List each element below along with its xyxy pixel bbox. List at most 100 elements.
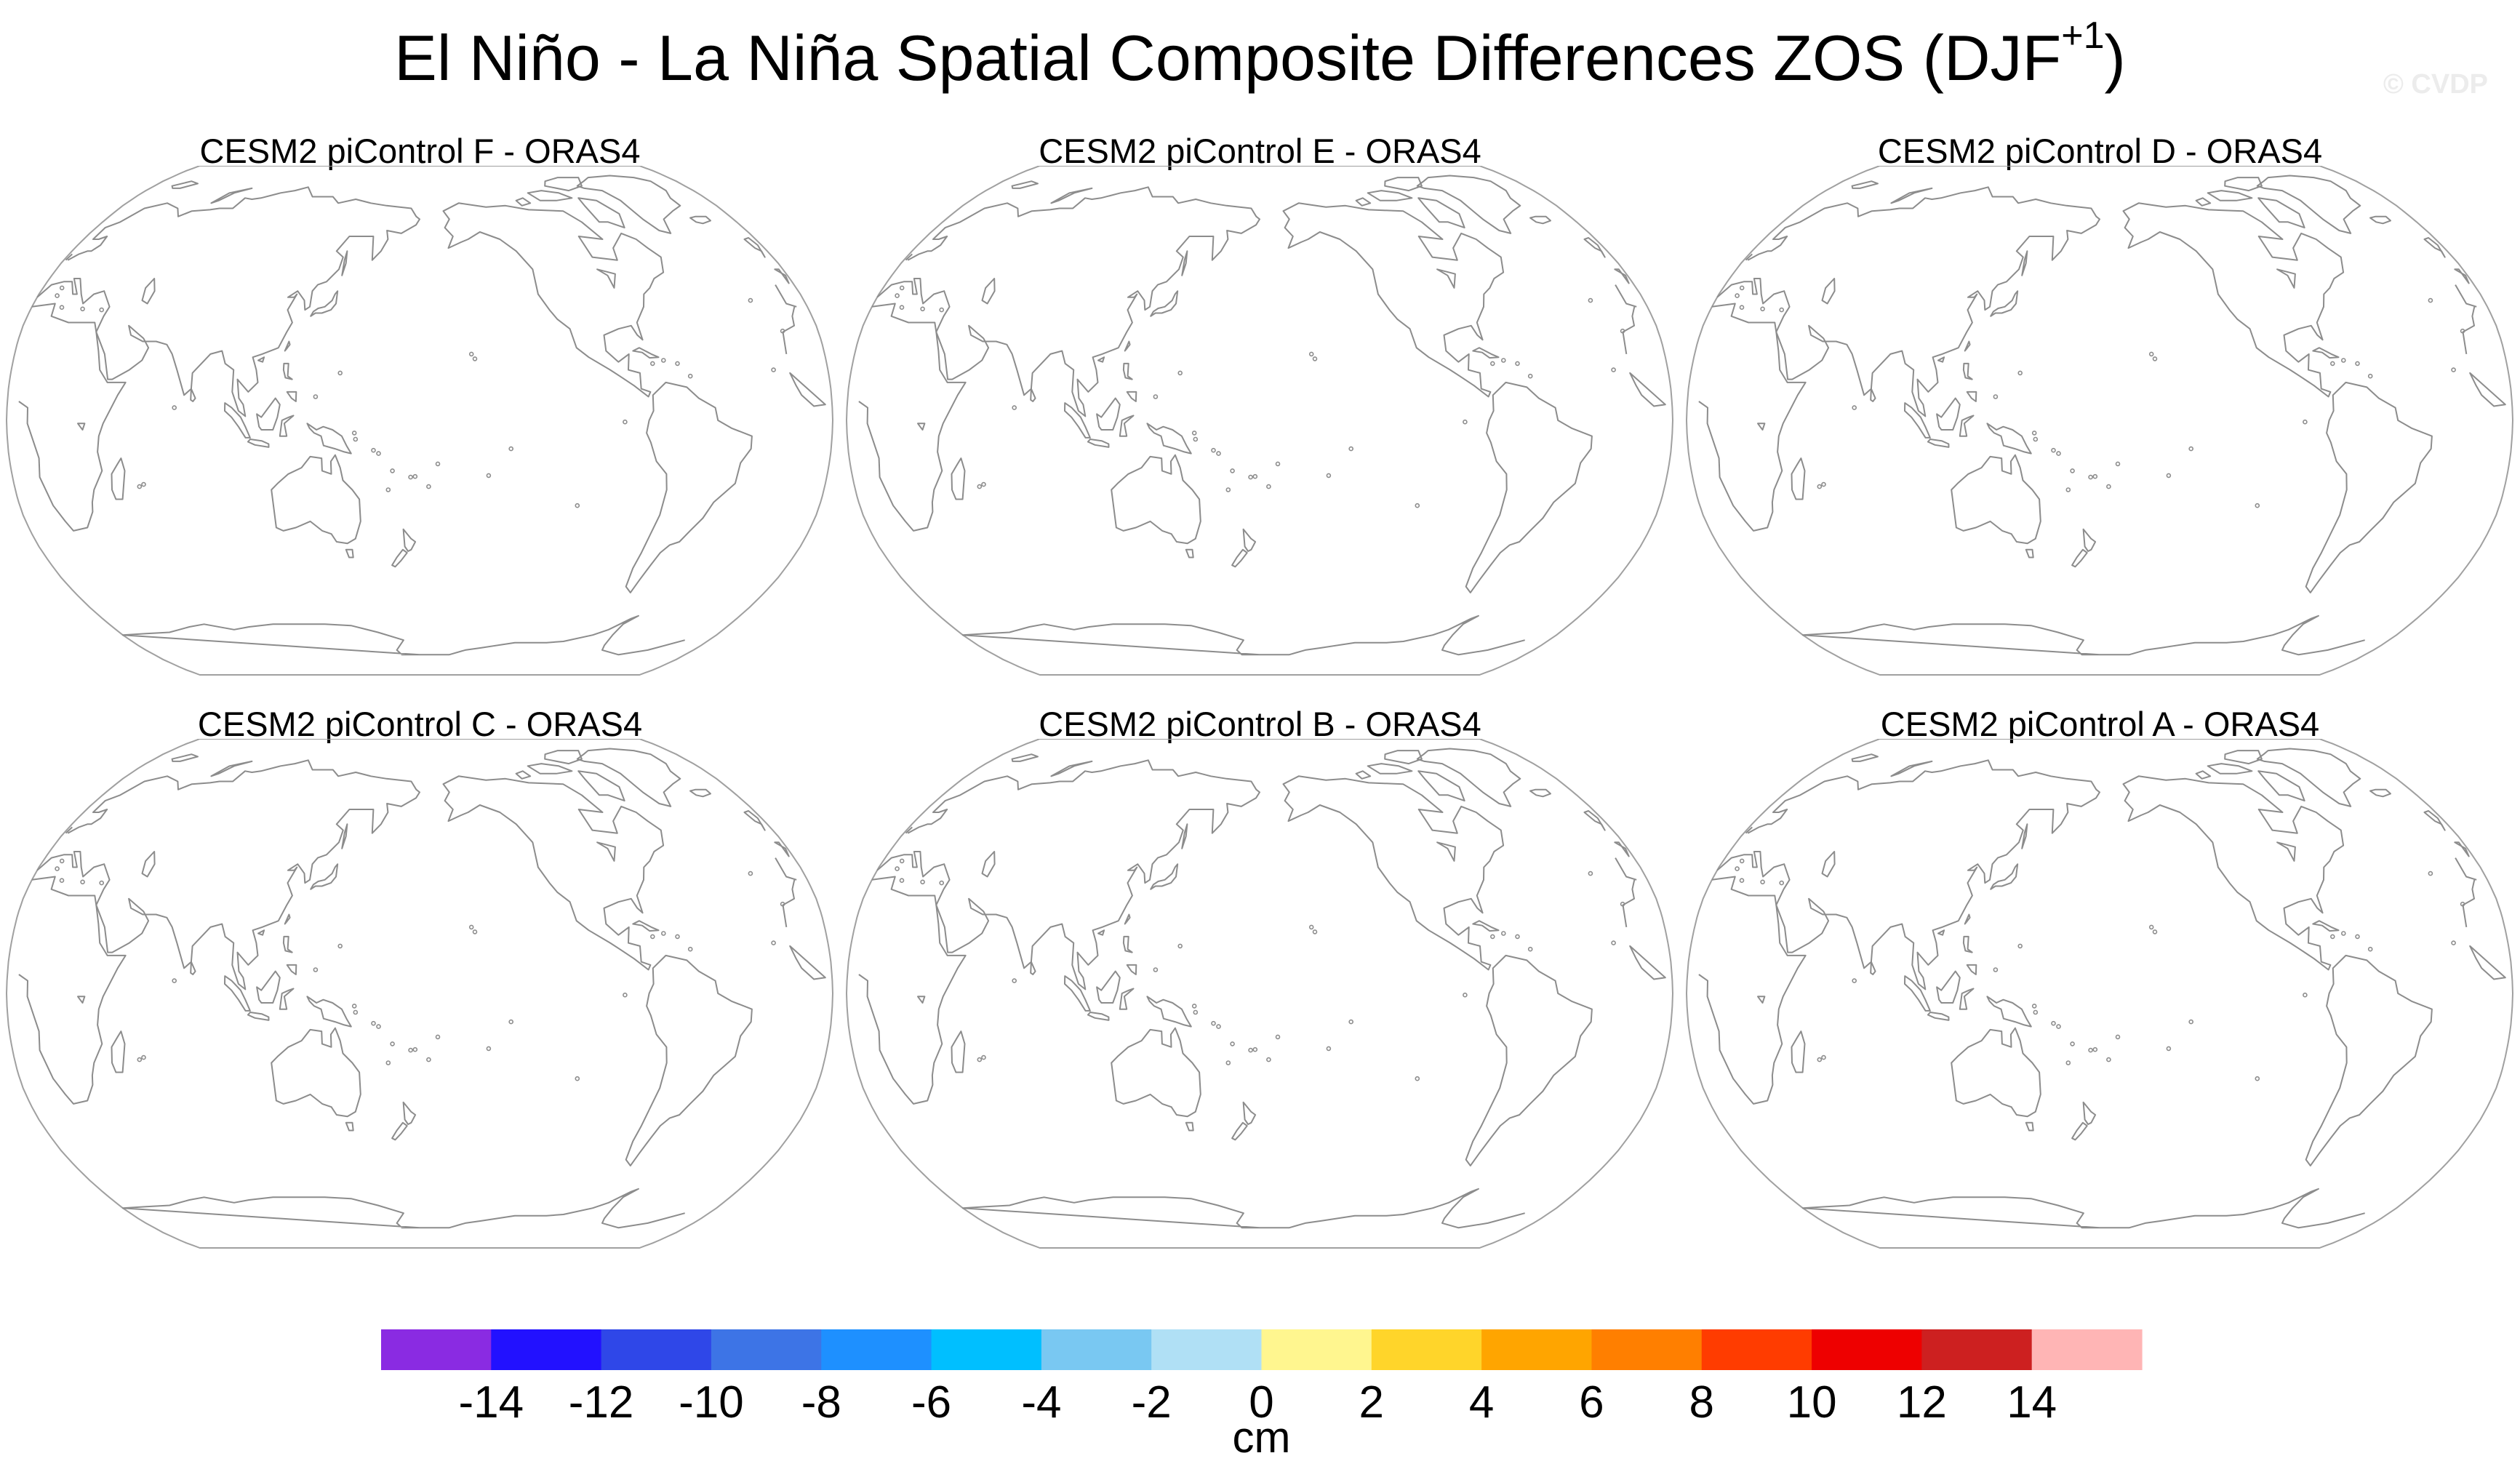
panel-title: CESM2 piControl E - ORAS4 (1039, 132, 1481, 170)
coastline (310, 863, 339, 890)
island (977, 1057, 983, 1062)
island (353, 436, 359, 442)
island (172, 405, 177, 410)
island (2188, 446, 2194, 452)
coastline (876, 186, 1637, 417)
coastline (625, 381, 753, 593)
coastline (951, 457, 966, 500)
coastline (689, 215, 711, 225)
coastline (1126, 964, 1137, 975)
island (2017, 943, 2023, 949)
island (1177, 943, 1183, 949)
island (2065, 487, 2071, 492)
coastline (1529, 215, 1551, 225)
coastline (171, 753, 199, 762)
coastline (1087, 1012, 1110, 1021)
map-panel-f: CESM2 piControl F - ORAS4 (0, 131, 840, 713)
island (1153, 394, 1159, 399)
coastline (18, 303, 826, 532)
lake-outline (141, 278, 156, 305)
coastline (515, 770, 532, 780)
island (2051, 447, 2056, 453)
island (2056, 1024, 2061, 1029)
island (1735, 866, 1740, 871)
island (2031, 431, 2037, 436)
island (351, 1004, 357, 1009)
coastline (1111, 454, 1201, 545)
island (426, 484, 431, 489)
coastline (961, 1188, 1525, 1229)
island (2152, 929, 2158, 934)
lake-outline (1436, 841, 1456, 862)
coastline (2224, 177, 2263, 192)
island (2031, 1004, 2037, 1009)
island (675, 361, 680, 367)
island (1611, 367, 1616, 372)
island (1225, 1060, 1231, 1065)
island (2106, 1057, 2111, 1062)
colorbar-tick-label: 14 (2007, 1377, 2057, 1428)
island (59, 878, 65, 883)
figure-title-close: ) (2104, 22, 2126, 94)
coastline (1146, 423, 1192, 455)
island (1515, 934, 1520, 940)
lake-outline (1757, 996, 1766, 1004)
colorbar-swatch (381, 1329, 492, 1370)
island (1177, 370, 1183, 376)
colorbar-tick-label: -4 (1021, 1377, 1061, 1428)
coastline (1146, 996, 1192, 1028)
map-boundary (845, 166, 1674, 676)
island (649, 361, 655, 367)
island (1739, 878, 1745, 883)
lake-outline (596, 841, 616, 862)
lake-outline (1757, 423, 1766, 431)
coastline (1011, 753, 1039, 762)
coastline (1150, 863, 1179, 890)
island (59, 858, 65, 864)
island (2033, 436, 2039, 442)
colorbar-tick-label: 10 (1787, 1377, 1837, 1428)
coastline (2195, 770, 2212, 780)
island (486, 473, 492, 479)
coastline (858, 303, 1666, 532)
coastline (210, 187, 253, 204)
lake-outline (77, 423, 86, 431)
island (2166, 1046, 2172, 1052)
island (1489, 934, 1495, 940)
coastline (1231, 1121, 1248, 1141)
coastline (247, 439, 270, 448)
island (1415, 1076, 1420, 1081)
island (1489, 361, 1495, 367)
island (337, 370, 343, 376)
island (623, 992, 628, 998)
island (575, 1076, 580, 1081)
island (408, 1047, 413, 1053)
robinson-map (845, 166, 1674, 676)
coastline (1011, 180, 1039, 189)
island (1611, 940, 1616, 945)
coastline (1851, 753, 1879, 762)
island (2255, 1076, 2260, 1081)
island (1193, 436, 1199, 442)
coastline (257, 356, 265, 363)
colorbar-swatch (711, 1329, 822, 1370)
coastline (1064, 402, 1091, 439)
coastline (2082, 528, 2097, 552)
colorbar-swatch (1041, 1329, 1152, 1370)
coastline (1472, 920, 1500, 932)
island (1527, 946, 1533, 952)
colorbar-swatch (1812, 1329, 1922, 1370)
island (1312, 929, 1318, 934)
island (1012, 978, 1017, 983)
coastline (858, 876, 1666, 1105)
coastline (224, 975, 251, 1012)
island (981, 481, 986, 487)
coastline (256, 397, 281, 431)
island (895, 293, 900, 298)
coastline (1959, 415, 1975, 437)
island (1588, 297, 1593, 303)
coastline (1096, 970, 1121, 1004)
island (141, 1054, 146, 1060)
island (313, 967, 319, 972)
coastline (256, 970, 281, 1004)
